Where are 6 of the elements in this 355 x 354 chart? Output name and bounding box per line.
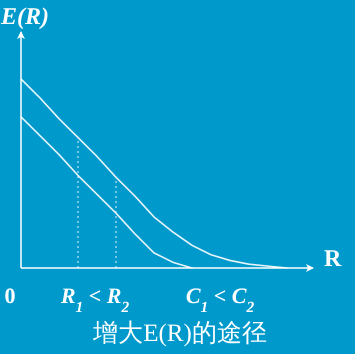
y-axis-title: E(R): [0, 4, 49, 30]
text: C$_{1}$ < C$_{2}$: [186, 283, 254, 316]
text: 0: [4, 283, 16, 308]
text: 增大E(R)的途径: [92, 320, 267, 347]
x-axis-title: R: [324, 246, 342, 272]
text: R$_{1}$ < R$_{2}$: [60, 283, 130, 316]
